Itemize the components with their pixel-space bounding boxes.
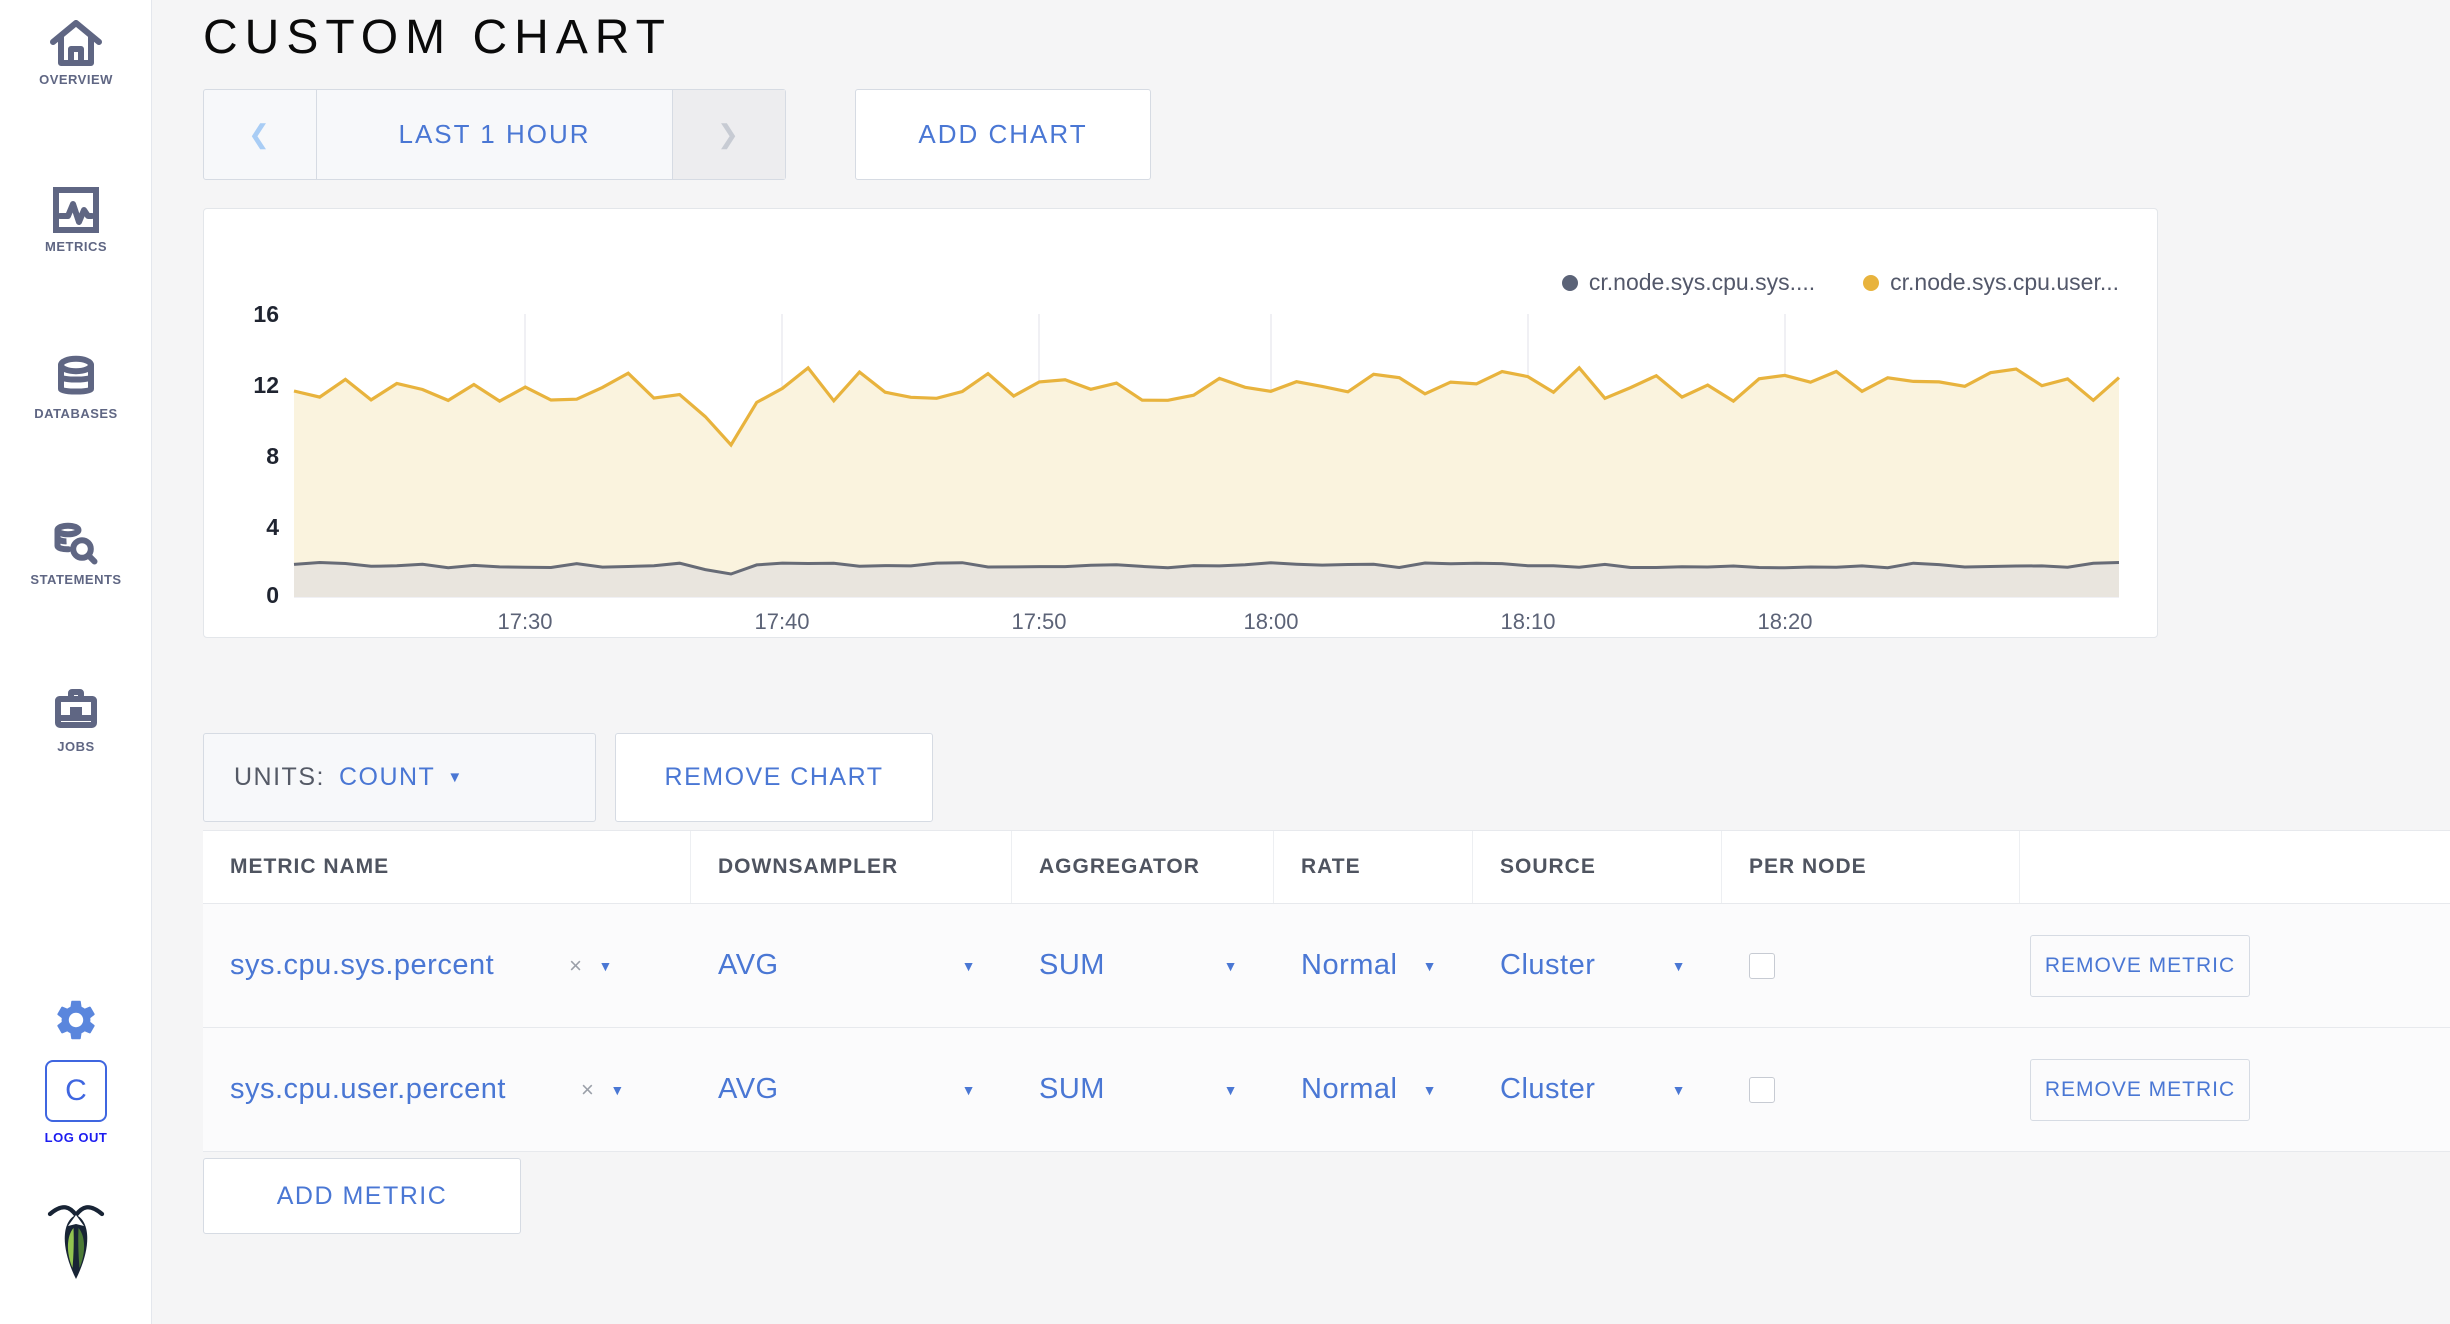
svg-text:8: 8 (266, 443, 279, 469)
svg-text:17:40: 17:40 (754, 609, 809, 634)
svg-text:17:50: 17:50 (1011, 609, 1066, 634)
svg-text:17:30: 17:30 (497, 609, 552, 634)
svg-text:0: 0 (266, 582, 279, 608)
svg-text:18:20: 18:20 (1757, 609, 1812, 634)
svg-text:4: 4 (266, 514, 279, 540)
svg-text:18:00: 18:00 (1243, 609, 1298, 634)
svg-text:16: 16 (253, 301, 279, 327)
svg-text:18:10: 18:10 (1500, 609, 1555, 634)
svg-text:12: 12 (253, 372, 279, 398)
